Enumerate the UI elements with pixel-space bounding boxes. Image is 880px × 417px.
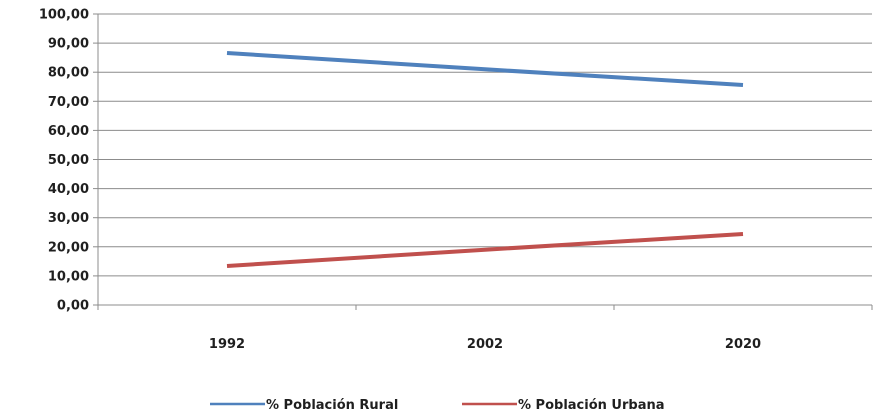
gridlines — [98, 13, 872, 277]
y-axis-tick-labels: 0,00 10,00 20,00 30,00 40,00 50,00 60,00 70,00 8… — [39, 8, 89, 314]
y-tick-label: 10,00 — [48, 269, 89, 284]
y-tick-label: 80,00 — [48, 66, 89, 81]
y-tick-label: 0,00 — [57, 299, 89, 314]
series-lines — [226, 50, 744, 269]
x-tick-label: 2002 — [467, 337, 503, 352]
x-axis-tick-labels: 1992 2002 2020 — [209, 337, 761, 352]
legend: % Población Rural % Población Urbana — [210, 398, 665, 413]
y-tick-label: 90,00 — [48, 37, 89, 52]
y-tick-label: 100,00 — [39, 8, 89, 23]
legend-label: % Población Urbana — [518, 398, 665, 413]
axes — [93, 13, 873, 310]
x-tick-label: 1992 — [209, 337, 245, 352]
y-tick-label: 20,00 — [48, 240, 89, 255]
legend-label: % Población Rural — [266, 398, 398, 413]
y-tick-label: 70,00 — [48, 95, 89, 110]
y-tick-label: 40,00 — [48, 182, 89, 197]
series-line-0 — [226, 50, 744, 88]
y-tick-label: 60,00 — [48, 124, 89, 139]
series-line-1 — [226, 231, 744, 269]
y-tick-label: 50,00 — [48, 153, 89, 168]
x-tick-label: 2020 — [725, 337, 761, 352]
y-tick-label: 30,00 — [48, 211, 89, 226]
